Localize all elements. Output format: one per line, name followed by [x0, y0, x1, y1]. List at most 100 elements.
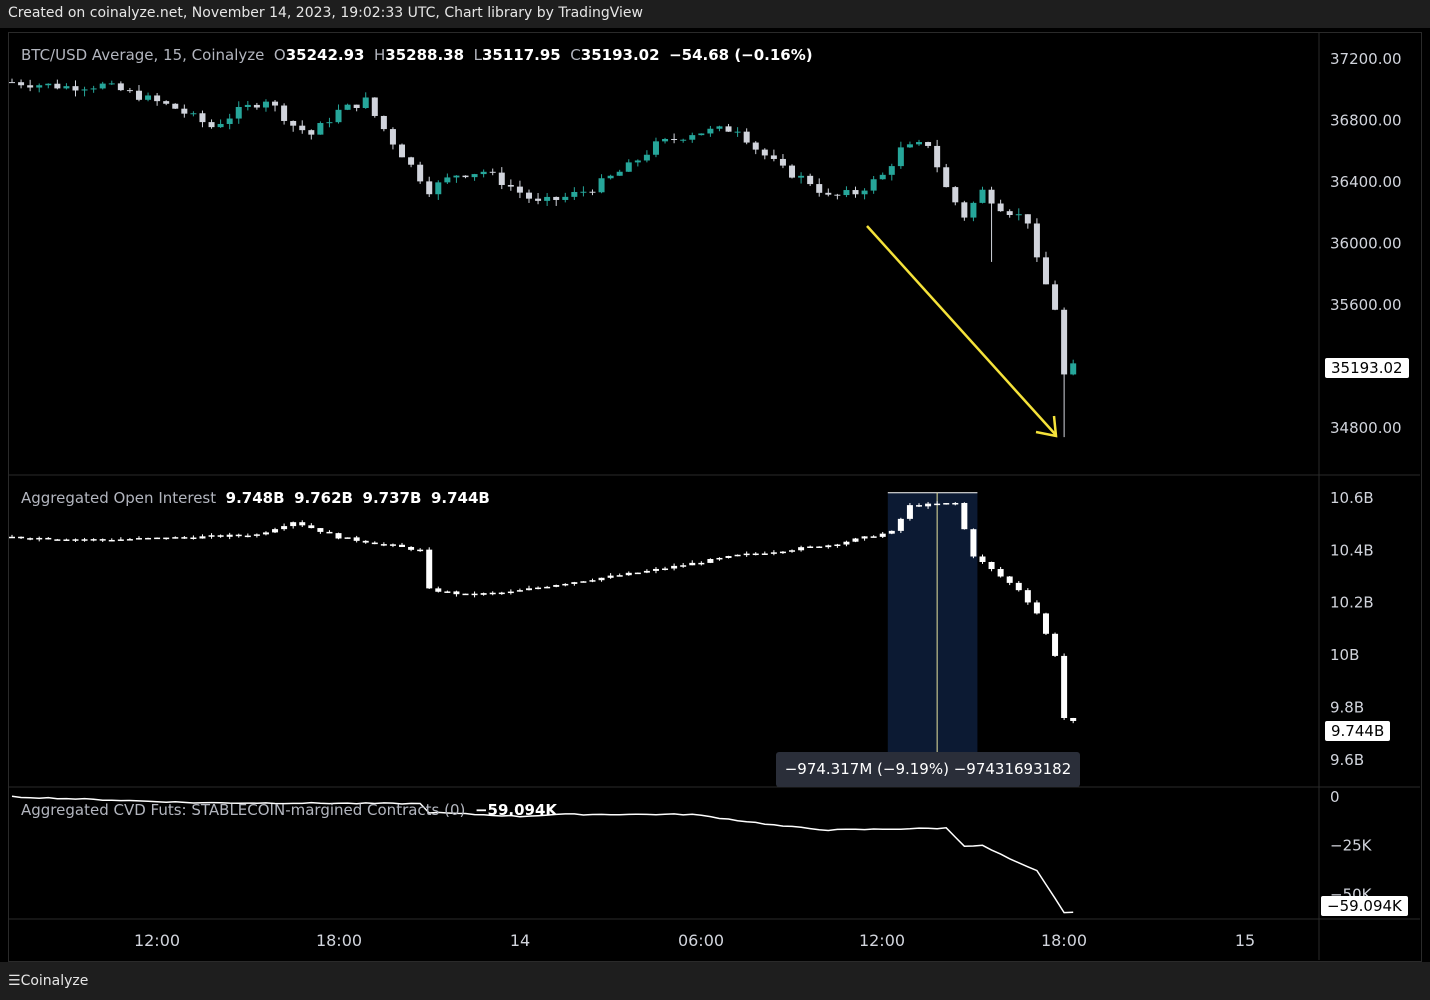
oi-legend: Aggregated Open Interest 9.748B 9.762B 9…	[21, 489, 490, 507]
price-legend: BTC/USD Average, 15, Coinalyze O35242.93…	[21, 46, 813, 64]
high-value: 35288.38	[385, 46, 465, 64]
price-candle	[326, 122, 333, 124]
oi-candle	[535, 587, 542, 590]
price-candle	[226, 118, 233, 124]
price-candle	[190, 113, 197, 115]
y-axis-tick-label: 36800.00	[1330, 112, 1402, 130]
oi-candle	[598, 577, 605, 581]
price-candle	[63, 86, 70, 89]
price-candle	[317, 123, 324, 135]
oi-candle	[54, 539, 61, 541]
price-candle	[925, 142, 932, 146]
oi-candle	[126, 539, 133, 541]
price-candle	[861, 190, 868, 195]
oi-candle	[589, 580, 596, 582]
price-candle	[535, 198, 542, 201]
price-candle	[389, 129, 396, 145]
oi-candle	[1070, 717, 1077, 721]
oi-candle	[988, 561, 995, 570]
oi-candle	[916, 505, 922, 507]
oi-candle	[344, 537, 351, 539]
price-candle	[897, 147, 904, 167]
cvd-value: −59.094K	[474, 801, 558, 819]
oi-candle	[18, 536, 25, 539]
price-candle	[399, 144, 406, 158]
footer-logo-text: Coinalyze	[20, 973, 89, 989]
oi-candle	[798, 547, 805, 551]
y-axis-tick-label: 34800.00	[1330, 419, 1402, 437]
oi-candle	[952, 502, 959, 505]
oi-candle	[770, 552, 777, 554]
price-candle	[253, 104, 260, 108]
cvd-last-label: −59.094K	[1321, 896, 1408, 916]
oi-close: 9.744B	[430, 489, 490, 507]
price-candle	[625, 162, 632, 172]
oi-candle	[861, 536, 868, 539]
price-candle	[607, 175, 614, 179]
oi-candle	[81, 539, 88, 541]
price-candle	[662, 138, 669, 142]
oi-candle	[389, 544, 396, 546]
oi-candle	[634, 572, 641, 575]
price-candle	[870, 179, 877, 191]
oi-candle	[516, 590, 523, 592]
price-candle	[734, 131, 741, 133]
oi-candle	[662, 568, 669, 571]
y-axis-tick-label: 37200.00	[1330, 50, 1402, 68]
price-candle	[680, 139, 687, 141]
price-candle	[698, 133, 705, 136]
oi-candle	[997, 569, 1004, 577]
oi-candle	[553, 585, 560, 587]
oi-candle	[961, 502, 968, 530]
oi-candle	[235, 534, 242, 537]
oi-candle	[163, 537, 170, 540]
oi-candle	[36, 537, 43, 540]
oi-candle	[63, 539, 70, 541]
oi-candle	[335, 533, 342, 539]
price-candle	[199, 113, 206, 123]
price-candle	[1006, 211, 1013, 215]
price-candle	[961, 202, 968, 218]
price-candle	[789, 165, 796, 178]
oi-candle	[471, 593, 478, 596]
oi-candle	[208, 535, 215, 537]
oi-candle	[934, 503, 941, 506]
price-candle	[308, 130, 315, 135]
price-candle	[117, 83, 124, 91]
oi-candle	[99, 539, 106, 541]
price-candle	[27, 85, 34, 88]
price-candle	[498, 172, 505, 185]
oi-candle	[743, 553, 750, 556]
x-axis-tick-label: 06:00	[678, 931, 724, 950]
oi-candle	[90, 539, 97, 541]
price-candle	[888, 166, 895, 175]
oi-candle	[752, 553, 759, 556]
oi-candle	[580, 581, 587, 583]
price-candle	[126, 90, 133, 92]
price-candle	[879, 174, 886, 180]
price-candle	[970, 202, 977, 218]
oi-candle	[489, 592, 496, 595]
y-axis-tick-label: 10B	[1330, 646, 1359, 664]
x-axis-tick-label: 18:00	[1041, 931, 1087, 950]
price-candle	[36, 85, 43, 88]
oi-candle	[308, 525, 315, 529]
oi-candle	[1052, 633, 1059, 656]
oi-last-label: 9.744B	[1325, 721, 1391, 741]
price-candle	[462, 175, 469, 178]
price-candle	[135, 90, 142, 100]
oi-candle	[906, 505, 913, 519]
price-candle	[643, 154, 650, 161]
oi-candle	[453, 591, 460, 595]
oi-candle	[244, 535, 251, 538]
oi-candle	[1061, 655, 1068, 718]
oi-candle	[9, 536, 15, 539]
price-candle	[444, 177, 451, 183]
oi-candle	[326, 531, 333, 534]
oi-candle	[399, 544, 406, 547]
price-candle	[145, 95, 152, 100]
oi-candle	[852, 538, 859, 542]
x-axis-tick-label: 12:00	[859, 931, 905, 950]
oi-candle	[317, 528, 324, 532]
